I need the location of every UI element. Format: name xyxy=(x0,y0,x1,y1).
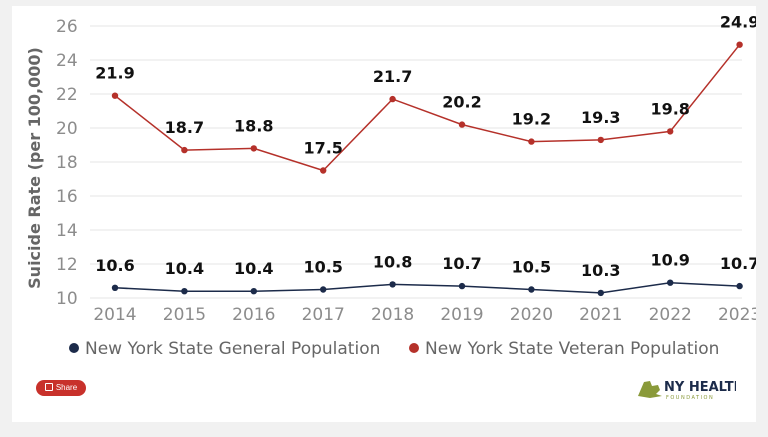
y-tick-label: 20 xyxy=(56,119,78,139)
x-tick-label: 2017 xyxy=(302,305,345,325)
x-tick-label: 2019 xyxy=(440,305,483,325)
series-line-veteran xyxy=(114,44,741,172)
data-label-veteran: 17.5 xyxy=(303,139,342,158)
data-point-general xyxy=(250,288,257,295)
x-tick-label: 2018 xyxy=(371,305,414,325)
data-label-veteran: 19.3 xyxy=(581,108,620,127)
data-label-veteran: 21.9 xyxy=(95,64,134,83)
x-tick-label: 2015 xyxy=(163,305,206,325)
logo-text: NY HEALTH xyxy=(664,380,736,395)
data-point-general xyxy=(736,282,743,290)
data-label-general: 10.4 xyxy=(234,259,273,278)
data-labels: 10.6 10.4 10.4 10.5 10.8 10.7 10.5 10.3 10.9 10.7… xyxy=(95,13,756,280)
logo-subtext: FOUNDATION xyxy=(666,395,714,401)
data-label-general: 10.4 xyxy=(165,259,204,278)
data-point-general xyxy=(597,289,604,297)
y-tick-label: 12 xyxy=(56,255,78,275)
y-tick-label: 14 xyxy=(56,221,78,241)
legend-marker-general xyxy=(69,343,79,353)
data-point-veteran xyxy=(597,136,604,144)
data-label-veteran: 18.7 xyxy=(165,118,204,137)
x-axis-ticks: 2014 2015 2016 2017 2018 2019 2020 2021 2022 2023 xyxy=(93,305,756,325)
legend-marker-veteran xyxy=(409,343,419,353)
data-point-general xyxy=(320,286,327,293)
x-tick-label: 2023 xyxy=(718,305,756,325)
y-tick-label: 18 xyxy=(56,153,78,173)
data-label-general: 10.5 xyxy=(512,258,551,277)
x-tick-label: 2022 xyxy=(649,305,692,325)
y-axis-title: Suicide Rate (per 100,000) xyxy=(25,47,44,289)
data-label-general: 10.3 xyxy=(581,261,620,280)
data-point-veteran xyxy=(181,146,188,154)
y-axis-ticks: 26 24 22 20 18 16 14 12 10 xyxy=(56,17,78,309)
y-tick-label: 24 xyxy=(56,51,78,71)
data-point-veteran xyxy=(250,145,257,152)
data-label-veteran: 19.2 xyxy=(512,110,551,129)
data-point-general xyxy=(667,279,674,286)
series xyxy=(111,41,743,297)
y-tick-label: 10 xyxy=(56,289,78,309)
x-tick-label: 2014 xyxy=(93,305,136,325)
data-point-veteran xyxy=(111,92,119,99)
data-label-general: 10.8 xyxy=(373,252,412,271)
data-point-veteran xyxy=(667,128,674,135)
share-icon xyxy=(44,383,53,391)
x-tick-label: 2021 xyxy=(579,305,622,325)
data-label-general: 10.7 xyxy=(720,254,756,273)
data-point-general xyxy=(181,288,188,295)
data-point-general xyxy=(528,286,535,293)
legend-label-general: New York State General Population xyxy=(85,339,380,359)
share-button[interactable]: Share xyxy=(36,380,86,396)
data-label-general: 10.5 xyxy=(303,258,342,277)
data-label-veteran: 24.9 xyxy=(720,13,756,32)
data-point-general xyxy=(389,281,396,288)
data-point-veteran xyxy=(528,138,535,145)
data-label-veteran: 19.8 xyxy=(650,99,689,118)
data-point-veteran xyxy=(389,95,396,103)
y-tick-label: 26 xyxy=(56,17,78,37)
data-point-veteran xyxy=(458,121,466,128)
data-label-general: 10.6 xyxy=(95,256,134,275)
ny-health-foundation-logo: NY HEALTH FOUNDATION xyxy=(638,380,736,401)
gridlines xyxy=(90,25,742,299)
data-label-general: 10.7 xyxy=(442,254,481,273)
legend: New York State General Population New Yo… xyxy=(69,339,719,359)
data-label-veteran: 20.2 xyxy=(442,93,481,112)
ny-state-shape-icon xyxy=(638,381,662,398)
series-line-general xyxy=(114,281,740,294)
data-point-general xyxy=(458,282,466,290)
data-label-veteran: 21.7 xyxy=(373,67,412,86)
share-label: Share xyxy=(55,383,78,392)
data-point-veteran xyxy=(320,167,327,174)
data-point-general xyxy=(111,284,119,291)
data-label-veteran: 18.8 xyxy=(234,116,273,135)
x-tick-label: 2020 xyxy=(510,305,553,325)
y-tick-label: 16 xyxy=(56,187,78,207)
y-tick-label: 22 xyxy=(56,85,78,105)
data-label-general: 10.9 xyxy=(650,251,689,270)
chart-card: 26 24 22 20 18 16 14 12 10 2014 2015 2016 2017 2018 2… xyxy=(12,6,756,422)
x-tick-label: 2016 xyxy=(232,305,275,325)
legend-label-veteran: New York State Veteran Population xyxy=(425,339,719,359)
data-point-veteran xyxy=(736,41,743,48)
